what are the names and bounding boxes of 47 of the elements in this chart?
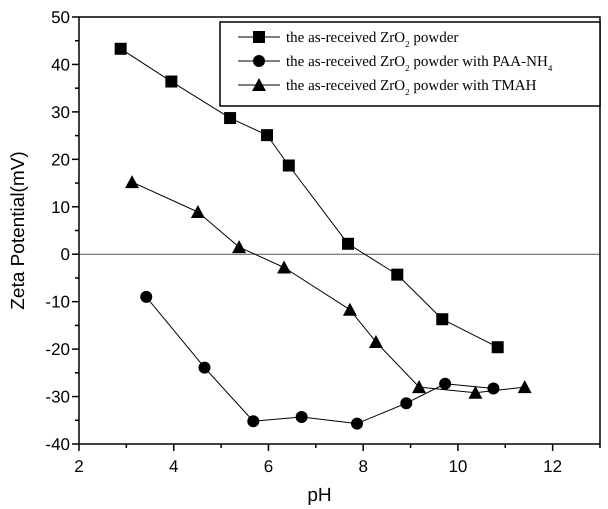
point (224, 112, 236, 124)
legend-label: the as-received ZrO$_{2}$ powder (286, 30, 458, 49)
point (190, 204, 205, 218)
y-tick-label: 10 (51, 198, 70, 217)
point (140, 290, 152, 303)
point (114, 42, 127, 55)
y-tick-label: 50 (51, 8, 70, 27)
x-axis-title: pH (307, 485, 332, 506)
x-tick-label: 10 (448, 457, 468, 476)
x-tick-label: 8 (358, 457, 368, 476)
point (351, 418, 364, 430)
y-tick-label: -20 (45, 340, 70, 360)
point (282, 160, 295, 172)
point (125, 175, 140, 188)
point (277, 260, 292, 274)
y-tick-label: -30 (45, 388, 70, 407)
y-tick-label: 40 (51, 55, 70, 74)
point (518, 380, 532, 394)
point (342, 238, 354, 250)
legend-label: the as-received ZrO$_{2}$ powder with PAA-NH$_{4}$ (286, 54, 553, 73)
y-tick-label: 20 (51, 150, 70, 170)
point (439, 378, 452, 390)
point (436, 313, 448, 326)
point (342, 302, 357, 316)
x-tick-label: 2 (74, 457, 84, 476)
point (232, 240, 246, 254)
point (487, 382, 500, 394)
y-tick-label: 30 (51, 102, 70, 122)
point (247, 415, 260, 428)
y-tick-label: -10 (45, 292, 70, 312)
y-tick-label: 0 (60, 245, 70, 264)
x-tick-label: 6 (264, 457, 274, 476)
point (468, 386, 482, 399)
x-tick-label: 4 (168, 457, 178, 476)
y-axis-title: Zeta Potential(mV) (8, 151, 29, 310)
point (165, 76, 178, 88)
y-tick-label: -40 (45, 435, 70, 454)
point (296, 410, 308, 423)
point (261, 129, 274, 142)
point (400, 397, 412, 410)
point (412, 380, 426, 394)
x-tick-label: 12 (543, 457, 562, 476)
point (198, 362, 211, 374)
point (492, 341, 504, 354)
point (368, 334, 383, 348)
point (391, 268, 404, 281)
legend-label: the as-received ZrO$_{2}$ powder with TMAH (286, 78, 537, 97)
